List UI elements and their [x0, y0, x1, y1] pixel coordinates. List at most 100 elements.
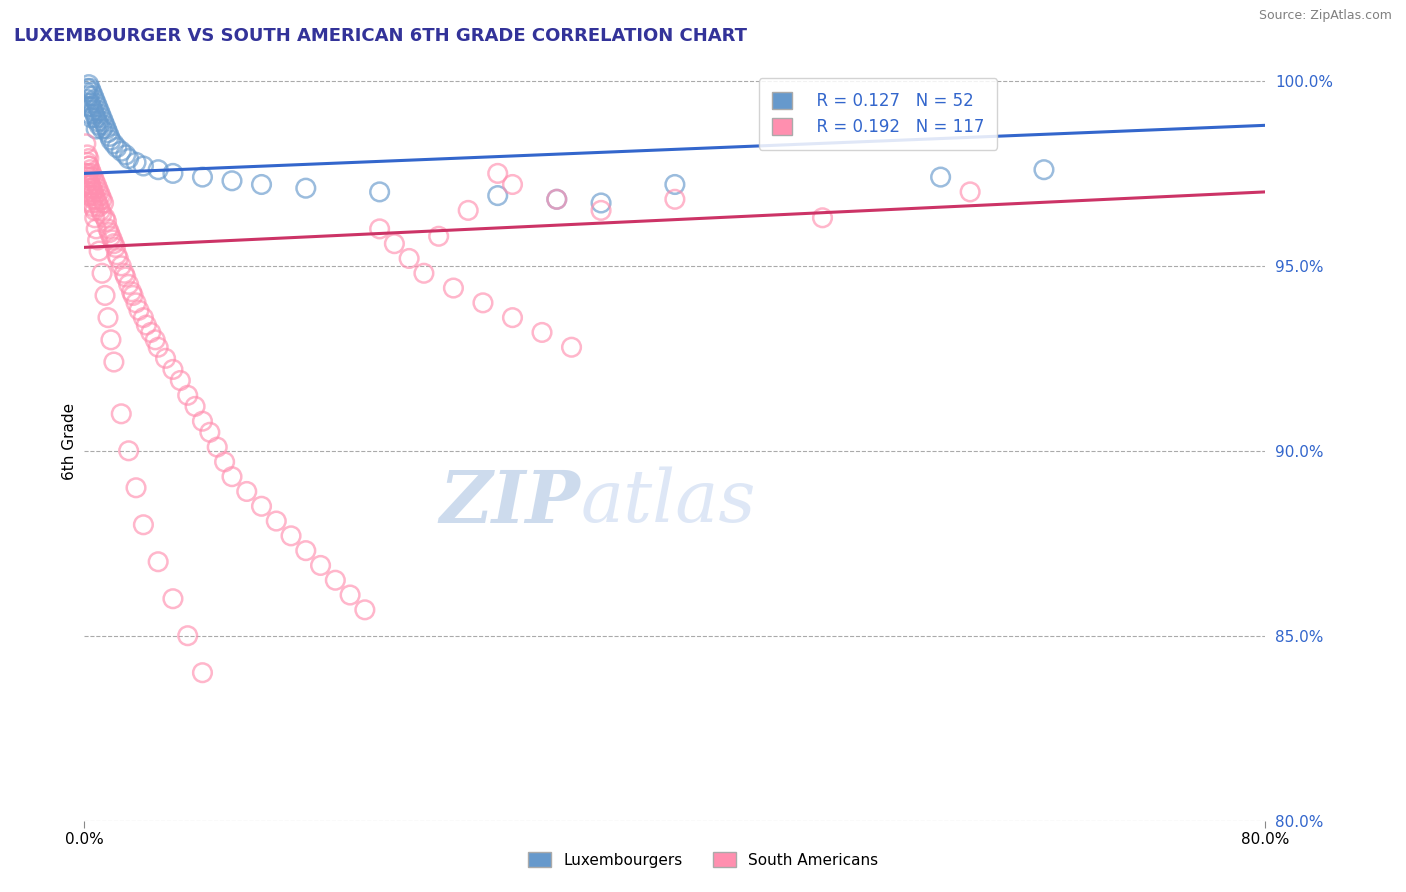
- Text: ZIP: ZIP: [440, 467, 581, 538]
- Point: [83, 203, 105, 218]
- Point: [250, 500, 273, 514]
- Point: [148, 340, 170, 354]
- Point: [93, 114, 115, 128]
- Point: [80, 181, 103, 195]
- Point: [128, 303, 150, 318]
- Point: [110, 407, 132, 421]
- Point: [80, 181, 103, 195]
- Legend:   R = 0.127   N = 52,   R = 0.192   N = 117: R = 0.127 N = 52, R = 0.192 N = 117: [759, 78, 997, 150]
- Point: [929, 170, 952, 185]
- Point: [91, 266, 114, 280]
- Point: [118, 443, 141, 458]
- Point: [97, 222, 120, 236]
- Point: [169, 374, 191, 388]
- Point: [114, 148, 136, 162]
- Point: [76, 148, 98, 162]
- Point: [125, 155, 148, 169]
- Point: [84, 122, 107, 136]
- Point: [82, 170, 104, 185]
- Point: [80, 111, 103, 125]
- Point: [531, 326, 554, 340]
- Point: [236, 484, 259, 499]
- Point: [250, 178, 273, 192]
- Point: [103, 136, 125, 151]
- Point: [75, 166, 97, 180]
- Point: [177, 388, 200, 402]
- Point: [280, 529, 302, 543]
- Point: [191, 170, 214, 185]
- Point: [79, 178, 101, 192]
- Point: [82, 185, 104, 199]
- Text: Source: ZipAtlas.com: Source: ZipAtlas.com: [1258, 9, 1392, 22]
- Point: [94, 118, 117, 132]
- Point: [79, 96, 101, 111]
- Point: [191, 414, 214, 428]
- Point: [546, 192, 568, 206]
- Point: [76, 155, 98, 169]
- Point: [162, 591, 184, 606]
- Point: [443, 281, 465, 295]
- Point: [80, 188, 103, 202]
- Point: [76, 92, 98, 106]
- Point: [82, 200, 104, 214]
- Point: [86, 181, 108, 195]
- Point: [90, 107, 112, 121]
- Point: [83, 107, 105, 121]
- Point: [486, 188, 509, 202]
- Point: [77, 100, 100, 114]
- Point: [198, 425, 221, 440]
- Point: [94, 211, 117, 225]
- Point: [339, 588, 361, 602]
- Point: [591, 203, 613, 218]
- Point: [135, 318, 157, 332]
- Point: [427, 229, 450, 244]
- Point: [664, 178, 686, 192]
- Point: [118, 277, 141, 292]
- Point: [105, 248, 128, 262]
- Point: [86, 100, 108, 114]
- Point: [75, 85, 97, 99]
- Point: [121, 285, 143, 299]
- Point: [591, 196, 613, 211]
- Point: [77, 174, 100, 188]
- Point: [83, 92, 105, 106]
- Point: [84, 96, 107, 111]
- Point: [221, 174, 243, 188]
- Point: [266, 514, 288, 528]
- Point: [155, 351, 177, 366]
- Point: [501, 178, 523, 192]
- Point: [86, 114, 108, 128]
- Point: [398, 252, 420, 266]
- Point: [103, 236, 125, 251]
- Point: [100, 229, 122, 244]
- Point: [82, 88, 104, 103]
- Point: [83, 188, 105, 202]
- Point: [84, 111, 107, 125]
- Point: [87, 103, 111, 118]
- Point: [177, 629, 200, 643]
- Point: [77, 159, 100, 173]
- Point: [82, 192, 104, 206]
- Point: [100, 133, 122, 147]
- Point: [112, 266, 135, 280]
- Point: [87, 185, 111, 199]
- Point: [382, 236, 406, 251]
- Point: [148, 555, 170, 569]
- Point: [110, 259, 132, 273]
- Point: [79, 107, 101, 121]
- Point: [959, 185, 981, 199]
- Point: [77, 166, 100, 180]
- Point: [77, 88, 100, 103]
- Point: [80, 166, 103, 180]
- Text: LUXEMBOURGER VS SOUTH AMERICAN 6TH GRADE CORRELATION CHART: LUXEMBOURGER VS SOUTH AMERICAN 6TH GRADE…: [14, 27, 747, 45]
- Point: [125, 296, 148, 310]
- Point: [368, 185, 391, 199]
- Point: [118, 152, 141, 166]
- Point: [561, 340, 583, 354]
- Point: [77, 159, 100, 173]
- Point: [214, 455, 236, 469]
- Point: [162, 166, 184, 180]
- Point: [122, 288, 145, 302]
- Point: [76, 81, 98, 95]
- Point: [184, 400, 207, 414]
